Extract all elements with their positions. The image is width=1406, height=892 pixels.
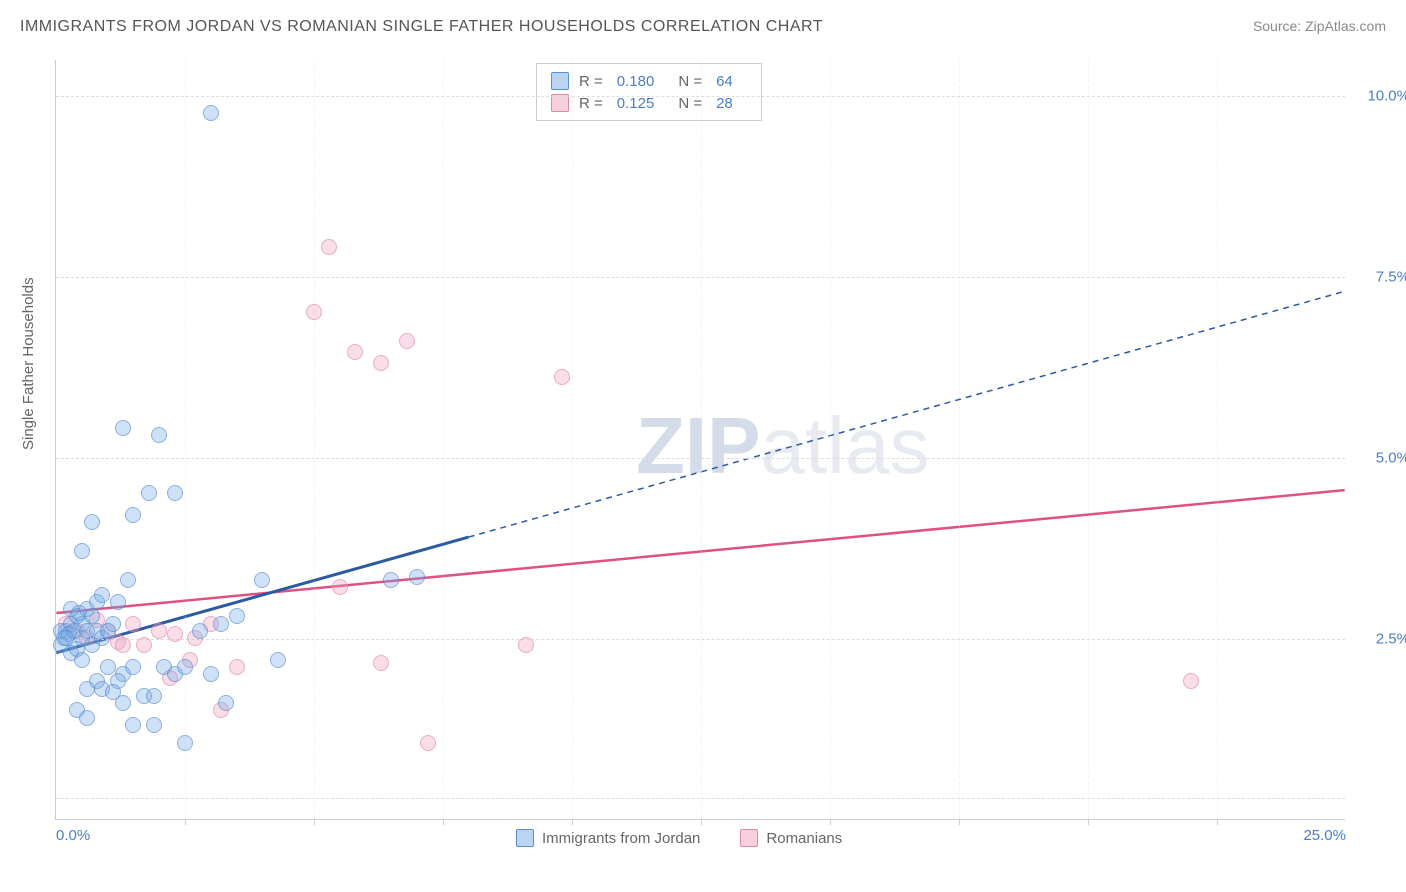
scatter-point-pink [167, 626, 183, 642]
x-minor-tick [185, 819, 186, 825]
scatter-point-blue [94, 587, 110, 603]
chart-title: IMMIGRANTS FROM JORDAN VS ROMANIAN SINGL… [20, 18, 823, 36]
scatter-point-pink [151, 623, 167, 639]
gridline-v [572, 60, 573, 819]
scatter-point-blue [115, 420, 131, 436]
watermark: ZIPatlas [636, 400, 929, 492]
scatter-point-pink [373, 655, 389, 671]
y-tick-label: 7.5% [1376, 269, 1406, 286]
scatter-point-blue [120, 572, 136, 588]
gridline-v [701, 60, 702, 819]
gridline-v [443, 60, 444, 819]
scatter-point-blue [110, 594, 126, 610]
x-minor-tick [701, 819, 702, 825]
x-tick-label: 0.0% [56, 827, 90, 844]
legend-swatch-pink-icon [740, 829, 758, 847]
legend-row-blue: R = 0.180 N = 64 [551, 70, 747, 92]
scatter-point-blue [270, 652, 286, 668]
chart-container: ZIPatlas R = 0.180 N = 64 R = 0.125 N = … [55, 60, 1385, 850]
scatter-point-pink [518, 637, 534, 653]
x-minor-tick [443, 819, 444, 825]
scatter-point-blue [105, 616, 121, 632]
x-minor-tick [572, 819, 573, 825]
scatter-point-blue [146, 717, 162, 733]
y-tick-label: 5.0% [1376, 450, 1406, 467]
series-legend: Immigrants from Jordan Romanians [516, 829, 842, 847]
plot-area: ZIPatlas R = 0.180 N = 64 R = 0.125 N = … [55, 60, 1345, 820]
x-minor-tick [1088, 819, 1089, 825]
scatter-point-pink [115, 637, 131, 653]
gridline-v [1217, 60, 1218, 819]
scatter-point-pink [321, 239, 337, 255]
legend-item-blue: Immigrants from Jordan [516, 829, 700, 847]
scatter-point-blue [254, 572, 270, 588]
scatter-point-pink [136, 637, 152, 653]
gridline-v [1088, 60, 1089, 819]
x-minor-tick [1217, 819, 1218, 825]
y-tick-label: 10.0% [1367, 88, 1406, 105]
x-minor-tick [314, 819, 315, 825]
scatter-point-blue [213, 616, 229, 632]
legend-item-pink: Romanians [740, 829, 842, 847]
stats-legend: R = 0.180 N = 64 R = 0.125 N = 28 [536, 63, 762, 121]
scatter-point-blue [151, 427, 167, 443]
scatter-point-blue [177, 735, 193, 751]
scatter-point-pink [373, 355, 389, 371]
scatter-point-blue [125, 659, 141, 675]
x-tick-label: 25.0% [1303, 827, 1346, 844]
y-tick-label: 2.5% [1376, 631, 1406, 648]
scatter-point-blue [192, 623, 208, 639]
scatter-point-pink [347, 344, 363, 360]
scatter-point-blue [218, 695, 234, 711]
scatter-point-pink [306, 304, 322, 320]
scatter-point-blue [203, 666, 219, 682]
scatter-point-blue [79, 710, 95, 726]
scatter-point-blue [74, 543, 90, 559]
scatter-point-blue [115, 695, 131, 711]
x-minor-tick [830, 819, 831, 825]
scatter-point-pink [125, 616, 141, 632]
gridline-v [830, 60, 831, 819]
gridline-v [959, 60, 960, 819]
scatter-point-blue [177, 659, 193, 675]
source-attribution: Source: ZipAtlas.com [1253, 18, 1386, 34]
scatter-point-blue [84, 514, 100, 530]
scatter-point-blue [383, 572, 399, 588]
scatter-point-pink [399, 333, 415, 349]
scatter-point-blue [74, 652, 90, 668]
scatter-point-blue [146, 688, 162, 704]
gridline-v [185, 60, 186, 819]
scatter-point-blue [229, 608, 245, 624]
regression-line [469, 291, 1345, 537]
scatter-point-blue [125, 717, 141, 733]
scatter-point-blue [141, 485, 157, 501]
y-axis-label: Single Father Households [20, 277, 37, 450]
scatter-point-pink [229, 659, 245, 675]
scatter-point-pink [332, 579, 348, 595]
scatter-point-blue [100, 659, 116, 675]
gridline-v [314, 60, 315, 819]
scatter-point-blue [409, 569, 425, 585]
scatter-point-blue [79, 681, 95, 697]
legend-swatch-blue [551, 72, 569, 90]
scatter-point-blue [167, 485, 183, 501]
x-minor-tick [959, 819, 960, 825]
scatter-point-pink [1183, 673, 1199, 689]
scatter-point-pink [554, 369, 570, 385]
scatter-point-blue [203, 105, 219, 121]
scatter-point-blue [125, 507, 141, 523]
scatter-point-pink [420, 735, 436, 751]
legend-swatch-blue-icon [516, 829, 534, 847]
